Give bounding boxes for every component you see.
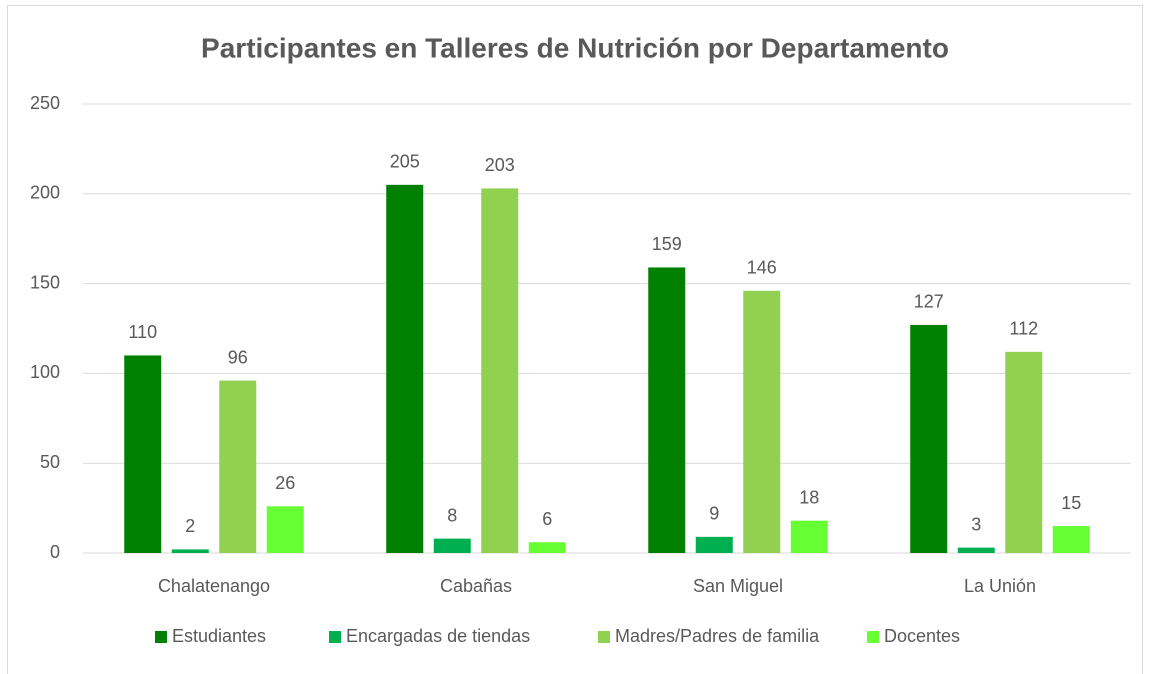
y-tick-label: 50 — [40, 452, 60, 472]
y-tick-label: 150 — [30, 272, 60, 292]
legend-swatch — [867, 631, 879, 643]
data-label: 3 — [971, 514, 981, 534]
legend-label: Madres/Padres de familia — [615, 626, 820, 646]
data-label: 127 — [914, 292, 944, 312]
bar — [695, 536, 733, 553]
data-label: 26 — [275, 473, 295, 493]
legend-swatch — [155, 631, 167, 643]
data-label: 96 — [228, 347, 248, 367]
chart-frame — [7, 5, 1143, 674]
bar — [124, 355, 162, 553]
data-label: 6 — [542, 509, 552, 529]
legend-swatch — [598, 631, 610, 643]
bar — [648, 267, 686, 553]
bar — [1005, 351, 1043, 553]
data-label: 159 — [652, 234, 682, 254]
bar — [790, 520, 828, 553]
bar — [481, 188, 519, 554]
data-label: 112 — [1009, 319, 1038, 339]
y-tick-label: 200 — [30, 183, 60, 203]
legend-label: Encargadas de tiendas — [346, 626, 530, 646]
data-label: 2 — [185, 516, 195, 536]
x-tick-label: La Unión — [964, 576, 1036, 596]
legend-label: Estudiantes — [172, 626, 266, 646]
data-label: 9 — [709, 504, 719, 524]
data-label: 110 — [128, 322, 157, 342]
bar — [433, 538, 471, 553]
y-tick-label: 100 — [30, 362, 60, 382]
bar — [528, 542, 566, 553]
bar — [266, 506, 304, 553]
bar — [386, 184, 424, 553]
data-label: 15 — [1061, 493, 1081, 513]
data-label: 18 — [799, 487, 819, 507]
bar — [910, 324, 948, 553]
y-tick-label: 250 — [30, 93, 60, 113]
y-tick-label: 0 — [50, 542, 60, 562]
x-tick-label: San Miguel — [693, 576, 783, 596]
x-tick-label: Cabañas — [440, 576, 512, 596]
data-label: 203 — [485, 155, 515, 175]
data-label: 8 — [447, 505, 457, 525]
legend-label: Docentes — [884, 626, 960, 646]
bar — [171, 549, 209, 553]
data-label: 205 — [390, 152, 420, 172]
bar — [957, 547, 995, 553]
bar — [1052, 526, 1090, 553]
data-label: 146 — [747, 258, 777, 278]
bar — [743, 290, 781, 553]
x-tick-label: Chalatenango — [158, 576, 270, 596]
legend-swatch — [329, 631, 341, 643]
bar — [219, 380, 257, 553]
chart-title: Participantes en Talleres de Nutrición p… — [201, 32, 949, 63]
